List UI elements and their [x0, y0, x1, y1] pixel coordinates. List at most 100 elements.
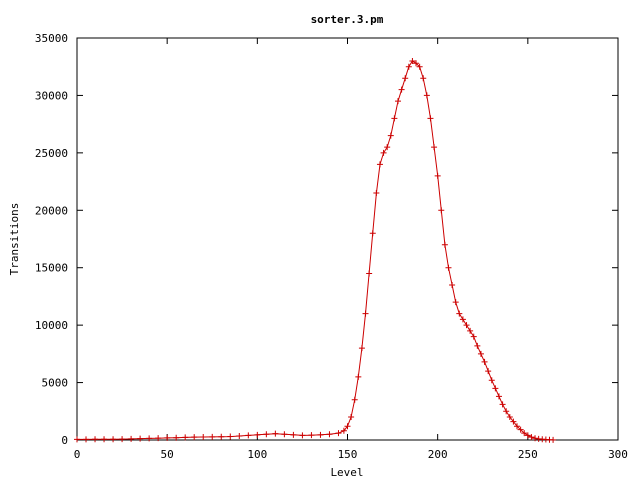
data-point: [83, 436, 90, 443]
x-tick-label: 300: [608, 448, 628, 461]
data-point: [477, 350, 484, 357]
data-point: [514, 423, 521, 430]
data-point: [281, 431, 288, 438]
data-point: [503, 408, 510, 415]
data-point: [380, 149, 387, 156]
data-point: [459, 316, 466, 323]
y-tick-label: 25000: [35, 147, 68, 160]
data-point: [358, 345, 365, 352]
data-point: [402, 75, 409, 82]
x-tick-label: 50: [161, 448, 174, 461]
data-point: [340, 427, 347, 434]
data-point: [413, 60, 420, 67]
data-point: [485, 368, 492, 375]
data-point: [146, 435, 153, 442]
data-point: [351, 396, 358, 403]
data-point: [550, 436, 557, 443]
data-point: [481, 358, 488, 365]
data-point: [326, 431, 333, 438]
data-point: [200, 434, 207, 441]
data-point: [209, 433, 216, 440]
data-point: [394, 98, 401, 105]
data-point: [101, 436, 108, 443]
data-point: [92, 436, 99, 443]
data-point: [344, 423, 351, 430]
data-point: [409, 57, 416, 64]
data-point: [492, 385, 499, 392]
data-point: [495, 393, 502, 400]
data-point: [438, 207, 445, 214]
data-point: [317, 431, 324, 438]
data-point: [373, 190, 380, 197]
data-point: [423, 92, 430, 99]
data-point: [506, 414, 513, 421]
data-point: [272, 430, 279, 437]
data-point: [488, 377, 495, 384]
data-point: [119, 436, 126, 443]
y-tick-label: 30000: [35, 89, 68, 102]
y-axis-label: Transitions: [8, 203, 21, 276]
data-point: [128, 435, 135, 442]
data-point: [474, 342, 481, 349]
y-axis: 0 5000 10000 15000 20000 25000 30000 35000: [35, 32, 618, 447]
data-point: [191, 434, 198, 441]
data-point: [218, 433, 225, 440]
data-point: [362, 310, 369, 317]
data-point: [384, 144, 391, 151]
data-point: [110, 436, 117, 443]
data-point: [290, 431, 297, 438]
data-point: [528, 434, 535, 441]
data-point: [398, 86, 405, 93]
data-point: [434, 172, 441, 179]
data-point: [299, 432, 306, 439]
data-point: [236, 432, 243, 439]
data-point: [182, 434, 189, 441]
data-point: [366, 270, 373, 277]
y-tick-label: 20000: [35, 204, 68, 217]
data-point: [391, 115, 398, 122]
data-point: [387, 132, 394, 139]
data-point: [467, 327, 474, 334]
data-point: [452, 299, 459, 306]
data-point: [335, 430, 342, 437]
data-point: [517, 426, 524, 433]
data-point: [405, 63, 412, 70]
data-point: [445, 264, 452, 271]
y-tick-label: 10000: [35, 319, 68, 332]
x-tick-label: 0: [74, 448, 81, 461]
series-line: [77, 60, 554, 441]
chart-title: sorter.3.pm: [311, 13, 384, 26]
data-point: [416, 63, 423, 70]
data-point: [74, 436, 80, 443]
data-point: [510, 418, 517, 425]
data-point: [376, 161, 383, 168]
data-point: [369, 230, 376, 237]
y-tick-label: 35000: [35, 32, 68, 45]
data-point: [441, 241, 448, 248]
data-point: [254, 431, 261, 438]
x-axis: 0 50 100 150 200 250 300: [74, 38, 628, 461]
data-point: [164, 434, 171, 441]
x-tick-label: 250: [518, 448, 538, 461]
data-point: [470, 333, 477, 340]
y-tick-label: 5000: [42, 377, 69, 390]
x-axis-label: Level: [330, 466, 363, 479]
data-point: [227, 433, 234, 440]
data-point: [524, 432, 531, 439]
x-tick-label: 150: [338, 448, 358, 461]
data-point: [263, 431, 270, 438]
data-point: [348, 414, 355, 421]
data-point: [427, 115, 434, 122]
data-point: [456, 310, 463, 317]
data-point: [355, 373, 362, 380]
data-point: [431, 144, 438, 151]
x-tick-label: 200: [428, 448, 448, 461]
data-point: [449, 281, 456, 288]
data-point: [308, 432, 315, 439]
data-point: [137, 435, 144, 442]
y-tick-label: 0: [61, 434, 68, 447]
data-point: [245, 432, 252, 439]
plot-frame: [76, 37, 619, 441]
data-point: [532, 435, 539, 442]
data-point: [155, 435, 162, 442]
